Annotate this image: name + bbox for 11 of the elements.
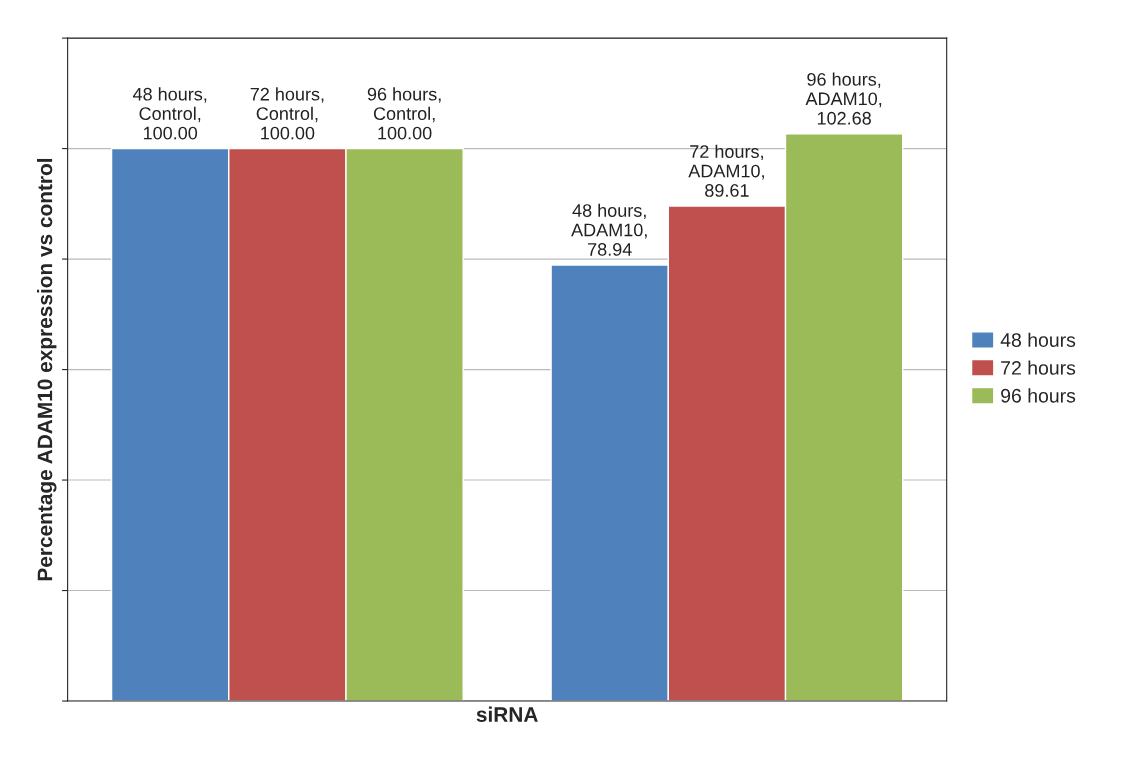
y-axis-title: Percentage ADAM10 expression vs control [37, 158, 57, 581]
legend-label: 48 hours [1000, 332, 1076, 347]
data-label: 48 hours, Control, 100.00 [132, 87, 207, 140]
data-label: 96 hours, ADAM10, 102.68 [805, 72, 882, 125]
x-axis-title: siRNA [476, 706, 538, 722]
data-label: 96 hours, Control, 100.00 [367, 87, 441, 140]
data-label: 72 hours, ADAM10, 89.61 [688, 144, 764, 197]
data-label: 48 hours, ADAM10, 78.94 [571, 203, 647, 256]
data-label: 72 hours, Control, 100.00 [250, 87, 324, 140]
legend-label: 96 hours [1001, 388, 1076, 403]
legend-label: 72 hours [1001, 360, 1076, 375]
